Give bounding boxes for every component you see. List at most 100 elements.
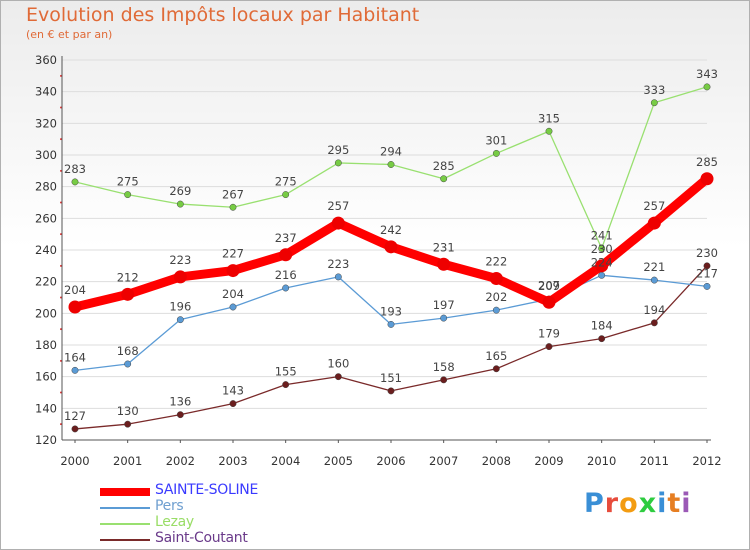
logo-letter: i [681, 488, 692, 519]
point-saint-coutant-2004 [282, 381, 290, 389]
data-label-pers-2000: 164 [64, 350, 86, 364]
legend-item-sainte-soline[interactable]: SAINTE-SOLINE [100, 482, 360, 500]
data-label-sainte-soline-2009: 207 [538, 278, 560, 292]
y-tick-label-320: 320 [35, 116, 57, 130]
point-sainte-soline-2000 [68, 300, 82, 314]
logo-letter: o [619, 488, 639, 519]
x-tick-label-2008: 2008 [482, 454, 511, 468]
point-saint-coutant-2007 [440, 376, 448, 384]
point-lezay-2007 [440, 175, 448, 183]
point-lezay-2009 [545, 127, 553, 135]
data-label-pers-2011: 221 [643, 260, 665, 274]
point-sainte-soline-2009 [542, 295, 556, 309]
point-lezay-2001 [124, 191, 132, 199]
data-label-saint-coutant-2004: 155 [275, 365, 297, 379]
data-label-pers-2007: 197 [433, 298, 455, 312]
data-label-sainte-soline-2004: 237 [275, 231, 297, 245]
point-saint-coutant-2006 [387, 387, 395, 395]
legend-swatch-pers [100, 507, 150, 509]
point-sainte-soline-2010 [595, 259, 609, 273]
proxiti-logo: Proxiti [584, 488, 692, 519]
point-lezay-2008 [492, 149, 500, 157]
data-label-lezay-2012: 343 [696, 67, 718, 81]
point-saint-coutant-2002 [176, 411, 184, 419]
data-label-lezay-2006: 294 [380, 145, 402, 159]
data-label-lezay-2010: 241 [591, 228, 613, 242]
point-sainte-soline-2006 [384, 240, 398, 254]
point-pers-2011 [650, 276, 658, 284]
point-lezay-2012 [703, 83, 711, 91]
x-tick-label-2004: 2004 [271, 454, 300, 468]
x-tick-label-2007: 2007 [429, 454, 458, 468]
y-tick-label-120: 120 [35, 433, 57, 447]
data-label-pers-2006: 193 [380, 304, 402, 318]
point-saint-coutant-2012 [703, 262, 711, 270]
y-tick-label-260: 260 [35, 211, 57, 225]
data-label-lezay-2000: 283 [64, 162, 86, 176]
logo-letter: P [584, 488, 605, 519]
data-label-saint-coutant-2000: 127 [64, 409, 86, 423]
data-label-pers-2009: 209 [538, 279, 560, 293]
point-sainte-soline-2003 [226, 264, 240, 278]
data-label-sainte-soline-2008: 222 [485, 255, 507, 269]
point-sainte-soline-2001 [121, 287, 135, 301]
y-tick-label-140: 140 [35, 401, 57, 415]
legend-swatch-lezay [100, 523, 150, 525]
point-saint-coutant-2011 [650, 319, 658, 327]
point-saint-coutant-2008 [492, 365, 500, 373]
point-pers-2000 [71, 366, 79, 374]
data-label-lezay-2002: 269 [169, 184, 191, 198]
data-label-sainte-soline-2012: 285 [696, 155, 718, 169]
x-tick-label-2005: 2005 [324, 454, 353, 468]
y-tick-label-340: 340 [35, 85, 57, 99]
series-lines [68, 83, 714, 433]
data-label-saint-coutant-2006: 151 [380, 371, 402, 385]
legend-label-sainte-soline: SAINTE-SOLINE [155, 482, 259, 498]
point-lezay-2002 [176, 200, 184, 208]
legend-swatch-sainte-soline [100, 488, 150, 496]
data-label-saint-coutant-2007: 158 [433, 360, 455, 374]
chart-title: Evolution des Impôts locaux par Habitant [26, 4, 420, 26]
point-saint-coutant-2005 [334, 373, 342, 381]
data-label-sainte-soline-2010: 230 [591, 242, 613, 256]
point-lezay-2000 [71, 178, 79, 186]
point-pers-2010 [598, 271, 606, 279]
data-label-saint-coutant-2012: 230 [696, 246, 718, 260]
legend-item-lezay[interactable]: Lezay [100, 514, 360, 532]
y-tick-label-240: 240 [35, 243, 57, 257]
logo-letter: i [657, 488, 668, 519]
legend-label-saint-coutant: Saint-Coutant [155, 530, 248, 546]
point-sainte-soline-2011 [647, 216, 661, 230]
legend-item-saint-coutant[interactable]: Saint-Coutant [100, 530, 360, 548]
logo-letter: t [667, 488, 682, 519]
data-label-lezay-2005: 295 [327, 143, 349, 157]
x-tick-label-2000: 2000 [60, 454, 89, 468]
logo-letter: r [604, 488, 620, 519]
point-lezay-2010 [598, 244, 606, 252]
point-sainte-soline-2005 [331, 216, 345, 230]
point-pers-2008 [492, 306, 500, 314]
point-pers-2006 [387, 320, 395, 328]
data-label-sainte-soline-2007: 231 [433, 240, 455, 254]
data-label-lezay-2004: 275 [275, 175, 297, 189]
data-label-lezay-2003: 267 [222, 187, 244, 201]
data-label-lezay-2001: 275 [117, 175, 139, 189]
logo-letter: x [638, 488, 658, 519]
data-label-sainte-soline-2000: 204 [64, 283, 86, 297]
point-saint-coutant-2001 [124, 420, 132, 428]
x-tick-label-2009: 2009 [534, 454, 563, 468]
point-pers-2007 [440, 314, 448, 322]
point-saint-coutant-2000 [71, 425, 79, 433]
point-saint-coutant-2009 [545, 343, 553, 351]
data-label-saint-coutant-2011: 194 [643, 303, 665, 317]
y-tick-label-360: 360 [35, 53, 57, 67]
data-labels: 204 212 223 227 237 257 242 231 222 207 230 257 285 1… [64, 67, 718, 423]
point-lezay-2004 [282, 191, 290, 199]
legend-item-pers[interactable]: Pers [100, 498, 360, 516]
data-label-saint-coutant-2005: 160 [327, 357, 349, 371]
data-label-pers-2012: 217 [696, 266, 718, 280]
data-label-saint-coutant-2002: 136 [169, 395, 191, 409]
x-tick-label-2010: 2010 [587, 454, 616, 468]
data-label-sainte-soline-2003: 227 [222, 247, 244, 261]
